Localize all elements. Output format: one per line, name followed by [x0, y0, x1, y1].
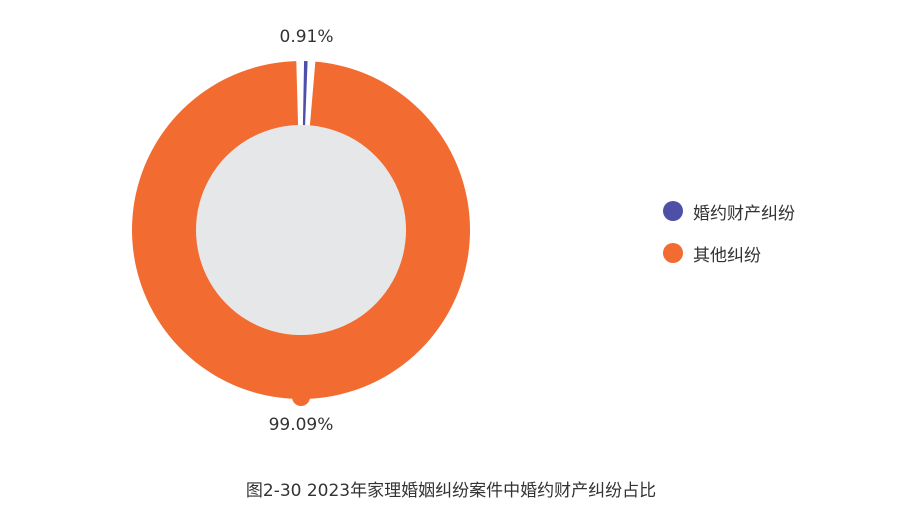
donut-slice-1 [132, 61, 471, 400]
legend-label-1: 其他纠纷 [693, 245, 761, 266]
legend-item-0: 婚约财产纠纷 [663, 198, 795, 224]
legend-marker-1 [663, 243, 683, 263]
legend-marker-0 [663, 201, 683, 221]
legend-label-0: 婚约财产纠纷 [693, 203, 795, 224]
chart-legend: 婚约财产纠纷 其他纠纷 [663, 198, 795, 282]
donut-center [196, 125, 406, 335]
slice-label-1: 99.09% [269, 415, 334, 435]
donut-slice-0 [302, 61, 308, 126]
slice-marker-1 [292, 388, 310, 406]
donut-chart: 0.91% 99.09% [132, 27, 471, 435]
legend-item-1: 其他纠纷 [663, 240, 795, 266]
chart-caption: 图2-30 2023年家理婚姻纠纷案件中婚约财产纠纷占比 [245, 481, 657, 501]
slice-label-0: 0.91% [280, 27, 334, 47]
